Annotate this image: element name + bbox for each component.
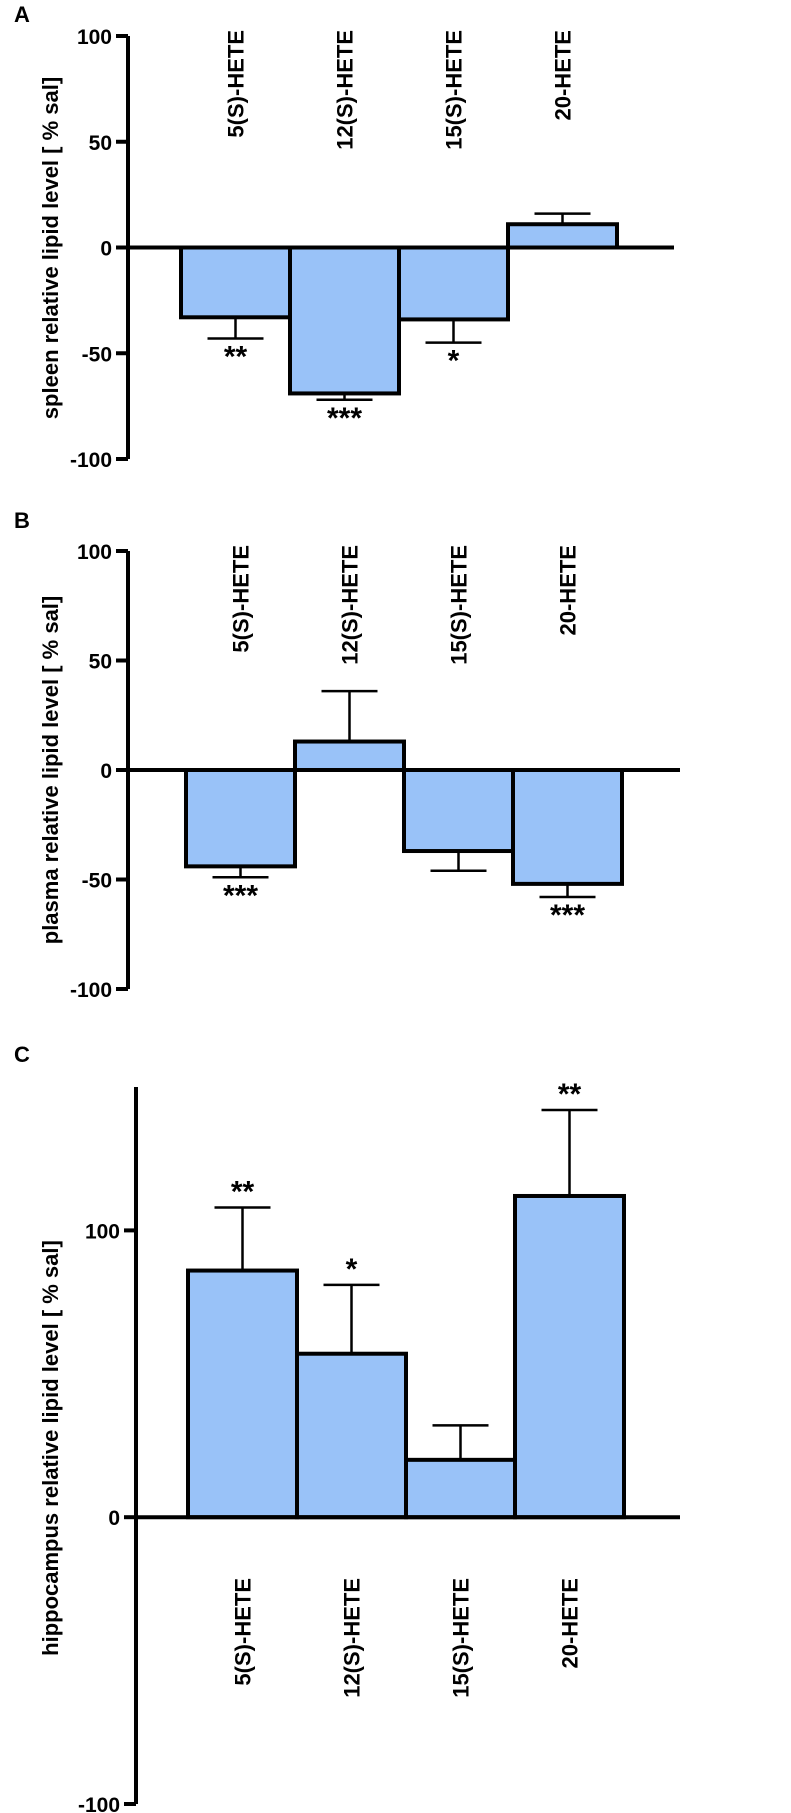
y-tick-label: -100 [78, 1794, 120, 1813]
y-tick-label: -100 [70, 449, 112, 472]
significance-marker: * [346, 1253, 358, 1286]
category-label: 20-HETE [556, 545, 581, 635]
y-tick-label: 100 [85, 1220, 120, 1243]
category-label: 20-HETE [551, 30, 576, 120]
y-axis-label: spleen relative lipid level [ % sal] [38, 77, 63, 419]
bar [404, 1457, 517, 1520]
significance-marker: *** [327, 402, 362, 435]
category-label: 12(S)-HETE [338, 545, 363, 665]
y-axis-label: plasma relative lipid level [ % sal] [38, 596, 63, 945]
significance-marker: ** [231, 1175, 255, 1208]
bar [184, 768, 297, 869]
category-label: 12(S)-HETE [333, 30, 358, 150]
category-label: 15(S)-HETE [449, 1578, 474, 1698]
category-label: 12(S)-HETE [340, 1578, 365, 1698]
bar [511, 768, 624, 886]
y-tick-label: 100 [77, 541, 112, 564]
category-label: 15(S)-HETE [447, 545, 472, 665]
category-label: 5(S)-HETE [224, 30, 249, 138]
y-tick-label: 0 [108, 1507, 120, 1530]
y-tick-label: 50 [89, 132, 112, 155]
bar [295, 1351, 408, 1520]
panel-letter: B [14, 508, 30, 533]
y-tick-label: 100 [77, 26, 112, 49]
y-tick-label: 0 [100, 760, 112, 783]
significance-marker: ** [558, 1078, 582, 1111]
bar [506, 222, 619, 250]
significance-marker: *** [550, 899, 585, 932]
bar [179, 245, 292, 320]
y-tick-label: 50 [89, 651, 112, 674]
bar [288, 245, 401, 396]
significance-marker: * [448, 345, 460, 378]
significance-marker: *** [223, 879, 258, 912]
bar [402, 768, 515, 854]
y-tick-label: -50 [82, 343, 112, 366]
panel-letter: A [14, 2, 30, 27]
significance-marker: ** [224, 340, 248, 373]
category-label: 5(S)-HETE [229, 545, 254, 653]
category-label: 15(S)-HETE [442, 30, 467, 150]
bar [397, 245, 510, 322]
y-axis-label: hippocampus relative lipid level [ % sal… [38, 1240, 63, 1656]
bar [513, 1193, 626, 1520]
bar [293, 739, 406, 773]
category-label: 5(S)-HETE [231, 1578, 256, 1686]
y-tick-label: -50 [82, 870, 112, 893]
panel-letter: C [14, 1042, 30, 1067]
category-label: 20-HETE [558, 1578, 583, 1668]
y-tick-label: -100 [70, 979, 112, 1002]
bar [186, 1268, 299, 1520]
y-tick-label: 0 [100, 238, 112, 261]
